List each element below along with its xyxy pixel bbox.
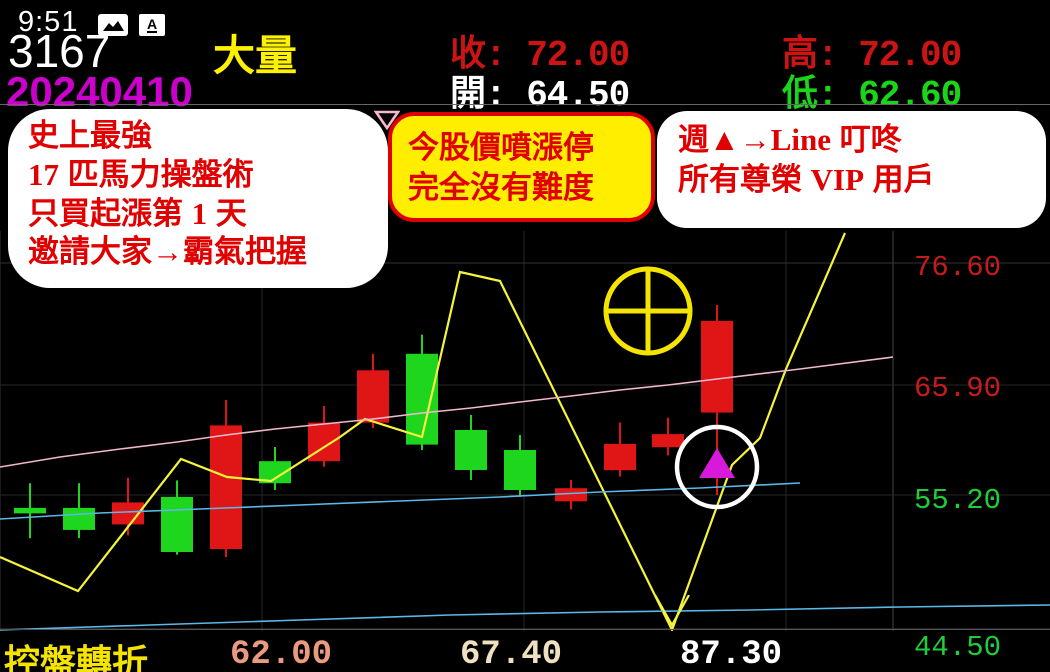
svg-text:A: A (147, 16, 157, 32)
